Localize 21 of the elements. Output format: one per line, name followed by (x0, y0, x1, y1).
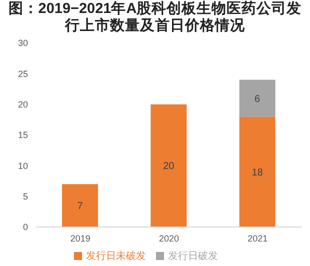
data-label: 20 (163, 161, 175, 172)
y-tick-label: 10 (18, 160, 28, 171)
y-tick-label: 25 (18, 68, 28, 79)
x-tick-label: 2019 (70, 233, 90, 244)
y-tick-label: 5 (22, 192, 28, 202)
bar (62, 184, 98, 227)
y-tick-label: 20 (18, 100, 28, 110)
bar (150, 104, 187, 227)
y-tick-label: 30 (18, 38, 28, 48)
x-tick-label: 2021 (248, 233, 268, 244)
legend-label: 发行日破发 (168, 251, 218, 262)
bar (239, 116, 276, 227)
y-tick-label: 0 (22, 222, 28, 232)
chart-title: 图：2019−2021年A股科创板生物医药公司发行上市数量及首日价格情况 (7, 0, 303, 35)
y-tick-label: 15 (18, 130, 28, 140)
data-label: 6 (254, 94, 261, 105)
bar (239, 80, 276, 117)
data-label: 7 (77, 201, 84, 212)
data-label: 18 (252, 167, 264, 178)
legend-label: 发行日未破发 (86, 251, 146, 262)
x-tick-label: 2020 (158, 233, 180, 244)
